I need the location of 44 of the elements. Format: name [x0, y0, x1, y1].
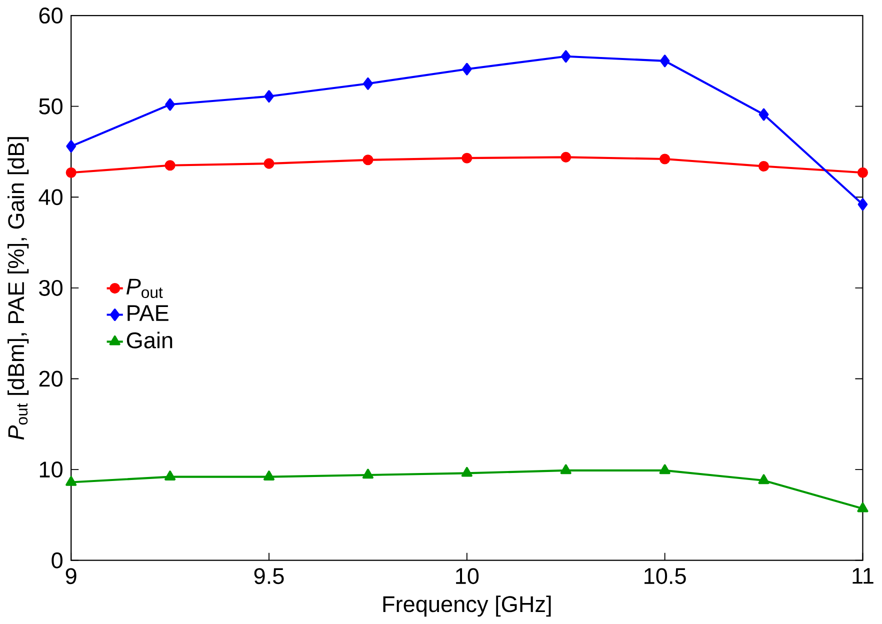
point	[66, 140, 76, 152]
point	[66, 476, 77, 486]
legend-label: Gain	[126, 332, 172, 348]
point	[758, 160, 770, 172]
point	[363, 77, 373, 90]
point	[264, 158, 274, 169]
x-tick-label: 9.5	[254, 568, 284, 584]
point	[263, 470, 275, 480]
y-tick-label: 40	[38, 189, 62, 206]
x-tick-label: 10.5	[644, 568, 686, 584]
y-tick-label: 50	[39, 98, 62, 114]
y-tick-label: 0	[52, 552, 62, 568]
point	[659, 464, 670, 474]
point	[857, 502, 868, 512]
y-tick-label: 30	[39, 280, 62, 296]
y-axis-title: P$_{out}$ [dBm], PAE [%], Gain [dB]	[8, 137, 29, 440]
point	[164, 470, 176, 480]
y-tick-label: 60	[39, 7, 62, 24]
legend-label: PAE	[128, 305, 168, 321]
point	[758, 474, 770, 484]
point	[858, 198, 868, 211]
point	[660, 54, 670, 68]
point	[857, 167, 868, 178]
point	[164, 160, 176, 171]
point	[362, 468, 374, 479]
y-tick-label: 20	[39, 370, 62, 387]
x-tick-label: 9	[66, 568, 76, 584]
point	[362, 154, 374, 166]
point	[560, 50, 571, 63]
point	[165, 98, 175, 111]
point	[560, 152, 572, 162]
point	[758, 108, 769, 121]
x-tick-label: 10	[456, 568, 479, 584]
point	[660, 154, 670, 164]
point	[264, 90, 274, 102]
x-tick-label: 11	[852, 568, 874, 584]
legend-label: P$_{out}$	[126, 278, 163, 298]
y-tick-label: 10	[40, 461, 62, 478]
x-axis-title: Frequency [GHz]	[383, 595, 551, 617]
point	[462, 62, 472, 76]
point	[560, 464, 572, 474]
point	[461, 466, 472, 477]
point	[462, 152, 472, 164]
point	[66, 167, 76, 178]
